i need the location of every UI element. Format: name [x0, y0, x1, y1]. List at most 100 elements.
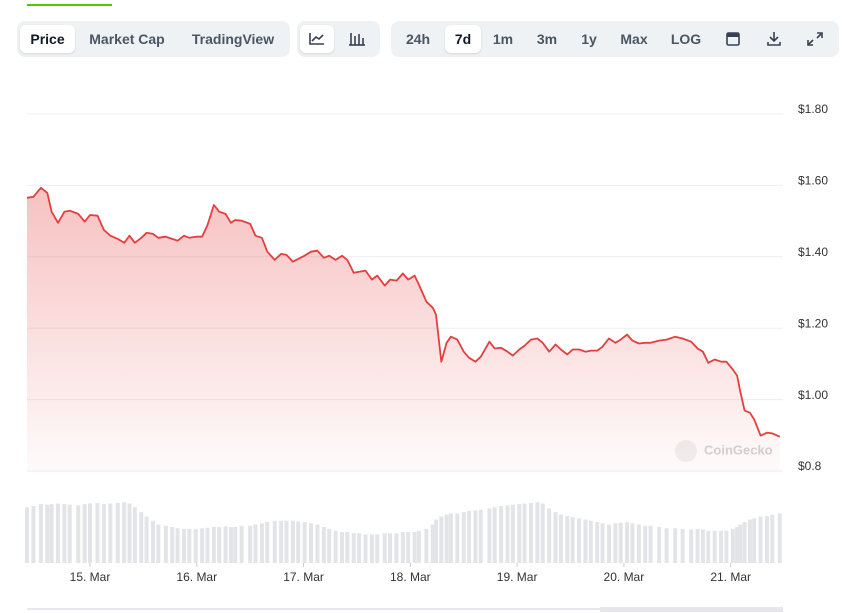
range-button[interactable]: 24h [405, 31, 431, 47]
price-line [26, 186, 781, 438]
volume-bar [600, 523, 605, 563]
range-button[interactable]: 7d [445, 25, 481, 53]
volume-bar [455, 513, 460, 563]
volume-bar [412, 532, 417, 563]
volume-bar [529, 502, 533, 563]
volume-bar [302, 522, 307, 563]
range-button[interactable]: 3m [536, 31, 558, 47]
candle-icon [349, 33, 365, 46]
volume-bar [351, 533, 356, 563]
volume-bar [473, 510, 478, 563]
line-chart-button[interactable] [300, 25, 334, 53]
range-button[interactable]: 1y [581, 31, 597, 47]
x-tick-label: 20. Mar [604, 570, 645, 584]
volume-bar [369, 534, 374, 563]
volume-bar [45, 504, 50, 563]
volume-bar [239, 525, 244, 563]
volume-bar [382, 533, 387, 563]
volume-bar [695, 528, 700, 563]
volume-bar [132, 507, 137, 563]
volume-bar [724, 530, 729, 563]
range-button[interactable]: 1m [492, 31, 514, 47]
volume-bar [492, 507, 497, 563]
volume-bar [279, 520, 284, 563]
volume-bar [315, 524, 320, 563]
volume-bar [265, 522, 270, 563]
navigator-handle [600, 607, 783, 612]
volume-bar [487, 508, 492, 563]
volume-bar [217, 527, 222, 563]
volume-bar [547, 508, 552, 563]
volume-bar [700, 529, 705, 563]
volume-bar [340, 532, 344, 563]
volume-bar [606, 524, 611, 563]
watermark: CoinGecko [675, 440, 773, 462]
volume-bar [101, 504, 106, 563]
volume-bar [205, 527, 210, 563]
volume-bar [595, 522, 600, 563]
volume-bar [122, 502, 127, 563]
volume-bar [400, 532, 405, 563]
volume-bar [88, 503, 92, 563]
volume-bar [430, 524, 435, 563]
volume-bar [327, 528, 332, 563]
volume-bar [233, 527, 238, 563]
volume-bar [565, 515, 570, 563]
volume-bar [25, 507, 29, 563]
volume-bar [706, 530, 711, 563]
volume-bar [38, 504, 43, 563]
volume-bar [618, 522, 623, 563]
volume-bar [272, 520, 277, 563]
volume-bar [540, 503, 545, 563]
y-tick-label: $1.80 [798, 102, 828, 116]
volume-bar [345, 532, 350, 563]
fullscreen-button[interactable] [800, 25, 830, 53]
download-button[interactable] [759, 25, 789, 53]
volume-bar [95, 502, 100, 563]
candle-chart-button[interactable] [340, 25, 374, 53]
volume-bar [747, 519, 752, 563]
volume-bar [752, 518, 757, 563]
volume-bar [643, 525, 648, 563]
volume-bar [228, 527, 233, 563]
volume-bar [67, 504, 72, 563]
volume-bar [82, 504, 87, 563]
tab-underline [27, 4, 112, 6]
volume-bar [406, 532, 411, 563]
x-tick-label: 16. Mar [176, 570, 217, 584]
volume-bar [738, 524, 743, 563]
volume-bar [770, 514, 775, 563]
volume-bar [181, 528, 186, 563]
view-button[interactable]: Market Cap [89, 31, 165, 47]
view-button[interactable]: Price [20, 25, 75, 53]
range-button[interactable]: Max [620, 31, 648, 47]
volume-bar [163, 525, 168, 563]
range-button[interactable]: LOG [670, 31, 702, 47]
volume-bar [156, 524, 161, 563]
volume-bar [664, 528, 669, 563]
volume-bar [375, 534, 380, 563]
volume-bar [657, 527, 662, 563]
volume-bar [712, 530, 717, 563]
volume-bar [223, 526, 228, 563]
volume-bar [680, 528, 685, 563]
y-tick-label: $1.20 [798, 316, 828, 330]
view-button[interactable]: TradingView [191, 31, 275, 47]
volume-bar [558, 514, 563, 563]
volume-bar [777, 513, 782, 563]
volume-bar [187, 528, 192, 563]
volume-bar [357, 533, 362, 563]
volume-bar [259, 523, 264, 563]
volume-bar [499, 505, 504, 563]
volume-bar [510, 504, 515, 563]
volume-bar [388, 533, 393, 563]
x-tick-label: 15. Mar [70, 570, 111, 584]
volume-bar [505, 505, 510, 563]
volume-bar [296, 521, 301, 563]
volume-bar [31, 505, 36, 563]
volume-bar [535, 502, 540, 563]
calendar-button[interactable] [718, 25, 748, 53]
volume-bar [735, 527, 740, 563]
volume-bar [62, 504, 67, 563]
calendar-icon [726, 32, 740, 46]
